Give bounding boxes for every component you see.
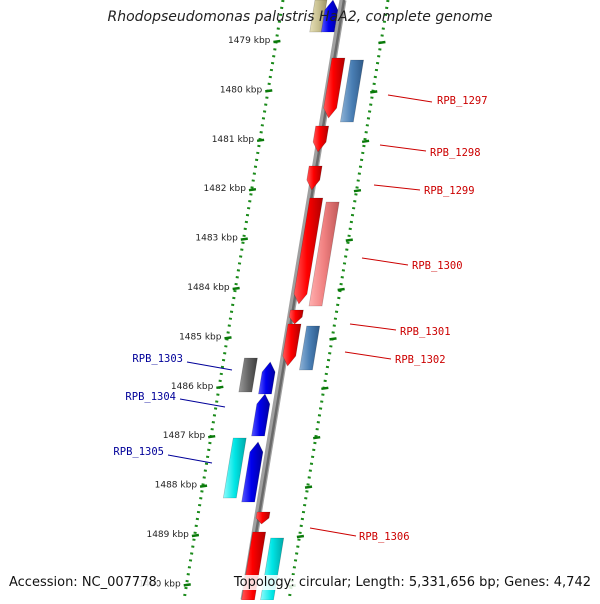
tick-mark-outer bbox=[361, 139, 370, 144]
tick-mark-inner bbox=[273, 39, 281, 44]
gene-label-rpb-1300: RPB_1300 bbox=[412, 260, 463, 272]
tick-mark-outer bbox=[329, 337, 337, 341]
gene-label-leader bbox=[309, 527, 357, 537]
reverse-rna-rpb-1303 bbox=[238, 357, 258, 393]
tick-mark-inner bbox=[183, 583, 191, 587]
tick-mark-inner bbox=[191, 533, 200, 538]
gene-label-rpb-1299: RPB_1299 bbox=[424, 185, 475, 197]
gene-label-rpb-1304: RPB_1304 bbox=[125, 391, 176, 403]
gene-label-leader bbox=[179, 398, 226, 408]
tick-label: 1487 kbp bbox=[163, 431, 206, 441]
gene-label-rpb-1297: RPB_1297 bbox=[437, 95, 488, 107]
forward-cds-rpb-1300 bbox=[293, 197, 324, 305]
tick-mark-outer bbox=[345, 238, 353, 242]
gene-label-leader bbox=[373, 184, 421, 191]
reverse-rna-rpb-1305 bbox=[222, 437, 247, 499]
tick-mark-inner bbox=[248, 187, 257, 192]
tick-mark-inner bbox=[199, 484, 208, 488]
tick-label: 1490 kbp bbox=[138, 579, 181, 589]
forward-cds-rpb-1301 bbox=[288, 309, 304, 325]
forward-rna-rpb-1306 bbox=[260, 537, 285, 601]
gene-label-leader bbox=[387, 94, 433, 103]
forward-cds-rpb-1298 bbox=[312, 125, 330, 153]
tick-mark-outer bbox=[353, 188, 362, 193]
gene-label-rpb-1305: RPB_1305 bbox=[113, 446, 164, 458]
gene-label-rpb-1298: RPB_1298 bbox=[430, 147, 481, 159]
gene-label-leader bbox=[167, 454, 213, 464]
tick-label: 1481 kbp bbox=[212, 135, 255, 145]
forward-cds-rpb-1299 bbox=[306, 165, 323, 191]
tick-mark-inner bbox=[232, 286, 240, 291]
reverse-cds-top bbox=[320, 0, 339, 33]
forward-cds-rpb-1297 bbox=[323, 57, 346, 119]
accession-label: Accession: NC_007778 bbox=[9, 575, 157, 590]
gene-label-leader bbox=[379, 144, 427, 152]
gene-label-leader bbox=[186, 361, 233, 371]
tick-mark-inner bbox=[224, 336, 232, 340]
forward-cds-rpb-1302 bbox=[282, 323, 302, 367]
tick-mark-outer bbox=[321, 386, 329, 391]
tick-mark-outer bbox=[313, 435, 321, 440]
forward-rna-rpb-1302 bbox=[299, 325, 321, 371]
reverse-cds-rpb-1305 bbox=[241, 441, 264, 503]
tick-mark-outer bbox=[304, 485, 313, 489]
tick-mark-inner bbox=[216, 385, 224, 390]
gene-label-rpb-1306: RPB_1306 bbox=[359, 531, 410, 543]
tick-label: 1483 kbp bbox=[195, 234, 238, 244]
forward-cds-rpb-1306-a bbox=[255, 511, 271, 525]
kbp-ticks: 1479 kbp 1480 kbp 1481 kbp 1482 kbp 1483 kbp… bbox=[138, 36, 386, 589]
tick-mark-inner bbox=[208, 434, 216, 439]
genome-title: Rhodopseudomonas palustris HaA2, complet… bbox=[107, 9, 493, 25]
gene-label-rpb-1301: RPB_1301 bbox=[400, 326, 451, 338]
gene-labels: RPB_1297 RPB_1298 RPB_1299 RPB_1300 RPB_1301… bbox=[113, 94, 488, 543]
tick-mark-outer bbox=[370, 90, 378, 94]
tick-label: 1482 kbp bbox=[204, 184, 247, 194]
tick-label: 1480 kbp bbox=[220, 85, 263, 95]
tick-label: 1484 kbp bbox=[187, 283, 230, 293]
topology-label: Topology: circular; Length: 5,331,656 bp… bbox=[233, 575, 591, 590]
tick-mark-inner bbox=[265, 89, 273, 93]
forward-rna-rpb-1297 bbox=[340, 59, 364, 123]
tick-label: 1488 kbp bbox=[155, 481, 198, 491]
gene-label-rpb-1303: RPB_1303 bbox=[132, 353, 183, 365]
tick-label: 1489 kbp bbox=[146, 530, 189, 540]
gene-label-leader bbox=[344, 351, 392, 360]
tick-mark-outer bbox=[337, 287, 345, 292]
tick-label: 1486 kbp bbox=[171, 382, 214, 392]
gene-label-leader bbox=[349, 323, 397, 331]
forward-rna-rpb-1300 bbox=[308, 201, 340, 307]
tick-label: 1485 kbp bbox=[179, 332, 222, 342]
tick-mark-inner bbox=[256, 138, 265, 143]
tick-mark-outer bbox=[378, 40, 386, 45]
tick-label: 1479 kbp bbox=[228, 36, 271, 46]
tick-mark-inner bbox=[240, 237, 248, 241]
reverse-cds-rpb-1303 bbox=[258, 361, 276, 395]
reverse-cds-rpb-1304 bbox=[251, 393, 271, 437]
tick-mark-outer bbox=[296, 534, 305, 539]
gene-label-rpb-1302: RPB_1302 bbox=[395, 354, 446, 366]
gene-label-leader bbox=[361, 257, 409, 266]
